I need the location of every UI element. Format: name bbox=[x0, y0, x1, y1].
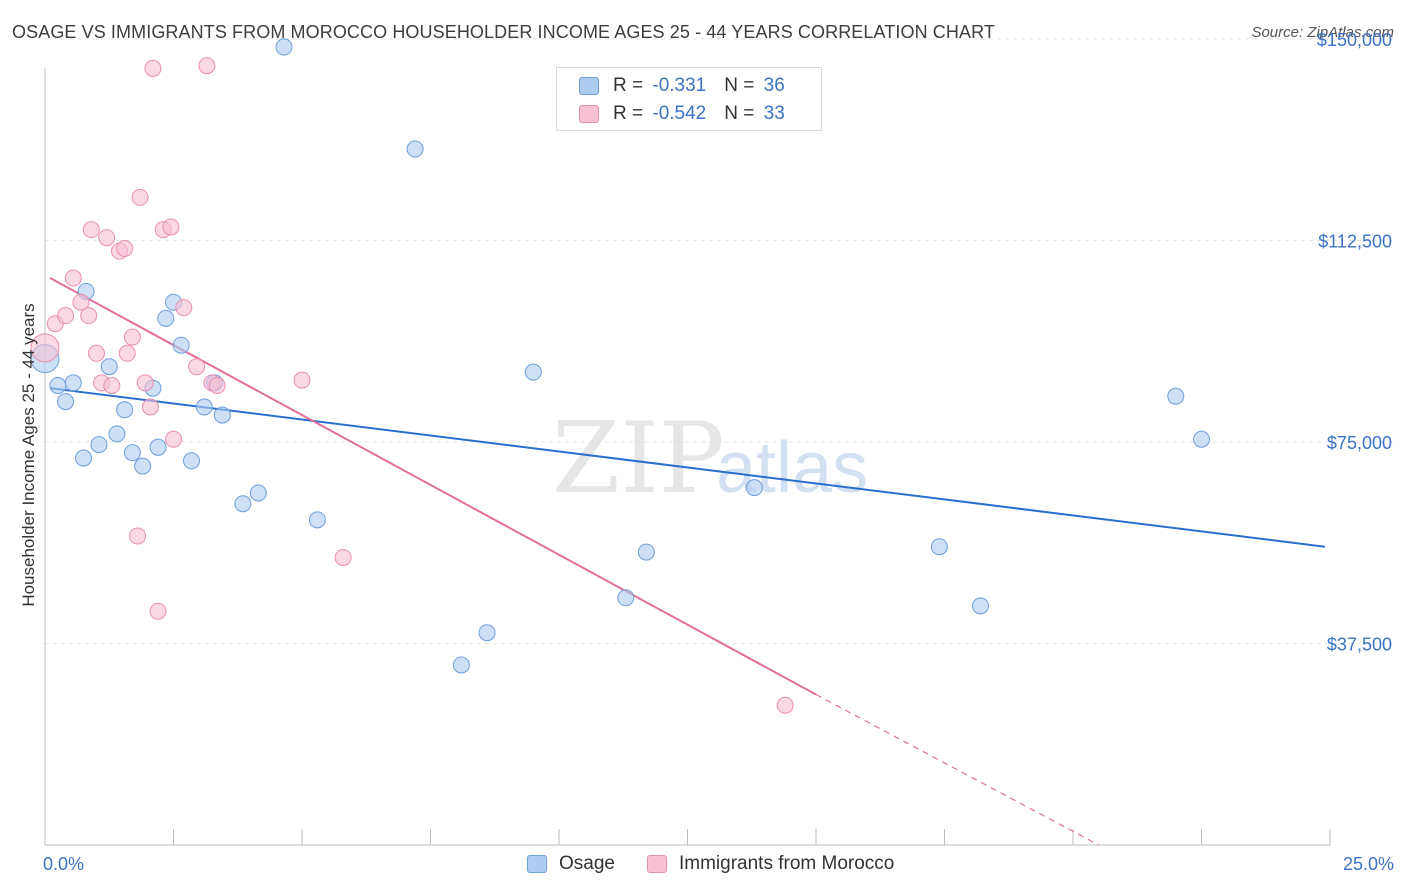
morocco-point bbox=[87, 344, 105, 362]
osage-point bbox=[195, 398, 213, 416]
points-layer bbox=[30, 38, 1210, 714]
watermark-atlas: atlas bbox=[716, 428, 868, 508]
morocco-point bbox=[162, 218, 180, 236]
legend-n-value: 33 bbox=[763, 103, 785, 124]
osage-point bbox=[524, 363, 542, 381]
morocco-point bbox=[116, 239, 134, 257]
morocco-legend-swatch bbox=[647, 855, 667, 873]
osage-point bbox=[182, 452, 200, 470]
morocco-point bbox=[57, 307, 75, 325]
legend-row-osage: R = -0.331 N = 36 bbox=[579, 73, 785, 99]
morocco-point bbox=[141, 398, 159, 416]
osage-point bbox=[75, 449, 93, 467]
morocco-point bbox=[334, 548, 352, 566]
legend-n-label: N = bbox=[724, 75, 760, 96]
osage-point bbox=[406, 140, 424, 158]
legend-n-value: 36 bbox=[763, 75, 785, 96]
osage-point bbox=[134, 457, 152, 475]
osage-point bbox=[123, 444, 141, 462]
osage-legend-swatch bbox=[527, 855, 547, 873]
morocco-point bbox=[776, 696, 794, 714]
osage-point bbox=[90, 436, 108, 454]
axis-layer bbox=[44, 68, 1331, 846]
grid-layer bbox=[45, 38, 1395, 644]
osage-point bbox=[149, 438, 167, 456]
osage-point bbox=[249, 484, 267, 502]
morocco-point bbox=[175, 299, 193, 317]
morocco-point bbox=[129, 527, 147, 545]
morocco-point bbox=[198, 57, 216, 75]
stats-legend: R = -0.331 N = 36 R = -0.542 N = 33 bbox=[556, 67, 822, 131]
osage-trend-line bbox=[50, 387, 1325, 548]
osage-point bbox=[478, 624, 496, 642]
morocco-point bbox=[188, 358, 206, 376]
morocco-point bbox=[136, 374, 154, 392]
x-tick-label-min: 0.0% bbox=[43, 854, 84, 874]
osage-point bbox=[275, 38, 293, 56]
y-tick-label: $37,500 bbox=[1327, 634, 1392, 654]
legend-n-label: N = bbox=[724, 103, 760, 124]
osage-point bbox=[213, 406, 231, 424]
y-axis-label: Householder Income Ages 25 - 44 years bbox=[19, 303, 38, 606]
osage-point bbox=[64, 374, 82, 392]
morocco-point bbox=[118, 344, 136, 362]
osage-point bbox=[49, 377, 67, 395]
morocco-swatch bbox=[579, 105, 599, 123]
legend-r-label: R = bbox=[613, 103, 649, 124]
osage-point bbox=[100, 358, 118, 376]
chart-source: Source: ZipAtlas.com bbox=[1251, 24, 1394, 41]
series-legend-morocco[interactable]: Immigrants from Morocco bbox=[647, 851, 894, 877]
morocco-trend-extension bbox=[815, 693, 1099, 846]
morocco-point bbox=[149, 602, 167, 620]
y-tick-label: $75,000 bbox=[1327, 433, 1392, 453]
series-legend-osage[interactable]: Osage bbox=[527, 851, 615, 877]
legend-row-morocco: R = -0.542 N = 33 bbox=[579, 101, 785, 127]
osage-swatch bbox=[579, 77, 599, 95]
osage-point bbox=[745, 479, 763, 497]
morocco-legend-label: Immigrants from Morocco bbox=[679, 853, 895, 874]
watermark: ZIP atlas bbox=[552, 402, 868, 516]
osage-point bbox=[971, 597, 989, 615]
chart-title: OSAGE VS IMMIGRANTS FROM MOROCCO HOUSEHO… bbox=[12, 22, 995, 42]
x-tick-label-max: 25.0% bbox=[1343, 854, 1394, 874]
osage-point bbox=[617, 589, 635, 607]
osage-point bbox=[930, 538, 948, 556]
labels-layer: $37,500 $75,000 $112,500 $150,000 0.0% 25.0% bbox=[43, 30, 1394, 874]
morocco-point bbox=[293, 371, 311, 389]
morocco-point bbox=[131, 188, 149, 206]
watermark-zip: ZIP bbox=[552, 402, 725, 516]
legend-r-value: -0.542 bbox=[652, 103, 707, 124]
osage-point bbox=[116, 401, 134, 419]
osage-point bbox=[637, 543, 655, 561]
morocco-point bbox=[64, 269, 82, 287]
legend-r-label: R = bbox=[613, 75, 649, 96]
osage-point bbox=[1193, 430, 1210, 448]
morocco-point bbox=[82, 221, 100, 239]
morocco-point bbox=[103, 377, 121, 395]
osage-point bbox=[157, 309, 175, 327]
osage-point bbox=[108, 425, 126, 443]
trend-layer bbox=[49, 277, 1325, 846]
morocco-point bbox=[123, 328, 141, 346]
y-tick-label: $112,500 bbox=[1318, 231, 1392, 251]
osage-point bbox=[172, 336, 190, 354]
osage-point bbox=[1167, 387, 1185, 405]
morocco-point bbox=[98, 229, 116, 247]
morocco-point bbox=[72, 293, 90, 311]
osage-point bbox=[452, 656, 470, 674]
legend-r-value: -0.331 bbox=[652, 75, 707, 96]
osage-point bbox=[57, 393, 75, 411]
morocco-point bbox=[30, 333, 60, 363]
morocco-point bbox=[165, 430, 182, 448]
osage-point bbox=[234, 495, 252, 513]
y-tick-label: $150,000 bbox=[1317, 30, 1392, 50]
morocco-point bbox=[144, 59, 162, 77]
osage-point bbox=[308, 511, 326, 529]
morocco-point bbox=[208, 377, 226, 395]
osage-legend-label: Osage bbox=[559, 853, 615, 874]
morocco-point bbox=[80, 307, 98, 325]
